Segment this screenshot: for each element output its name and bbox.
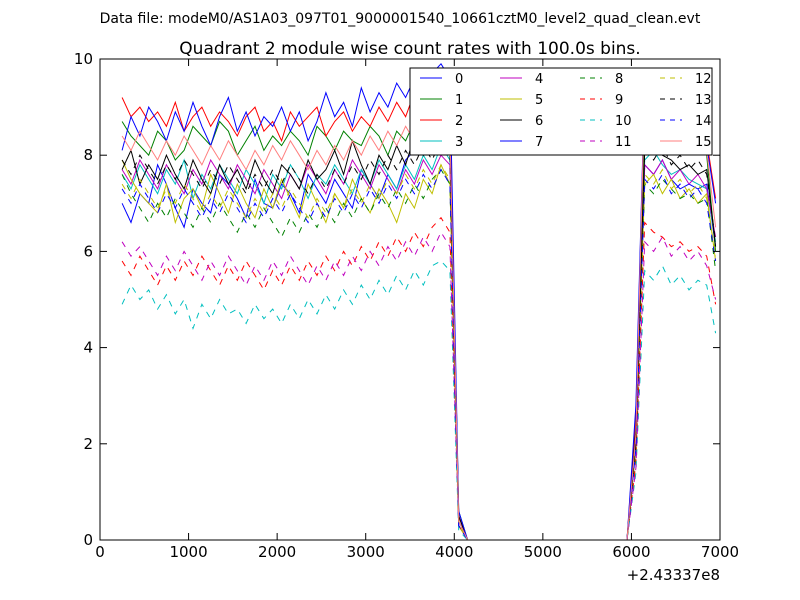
legend-label-7: 7 <box>535 135 543 150</box>
y-tick-label: 6 <box>83 242 93 260</box>
series-line-5 <box>121 159 717 540</box>
series-line-14 <box>121 168 717 540</box>
legend-label-3: 3 <box>455 135 463 150</box>
legend-label-10: 10 <box>615 114 632 129</box>
y-tick-label: 4 <box>83 339 93 357</box>
x-tick-label: 6000 <box>612 543 650 561</box>
legend-label-11: 11 <box>615 135 632 150</box>
legend-label-12: 12 <box>695 72 712 87</box>
x-tick-label: 4000 <box>435 543 473 561</box>
x-tick-label: 7000 <box>701 543 739 561</box>
x-tick-label: 2000 <box>258 543 296 561</box>
y-tick-label: 2 <box>83 435 93 453</box>
x-axis-offset-label: +2.43337e8 <box>627 566 720 584</box>
legend-label-2: 2 <box>455 114 463 129</box>
legend-label-0: 0 <box>455 72 463 87</box>
legend-label-6: 6 <box>535 114 543 129</box>
legend-label-8: 8 <box>615 72 623 87</box>
legend-label-15: 15 <box>695 135 712 150</box>
y-tick-label: 10 <box>74 50 93 68</box>
y-tick-label: 8 <box>83 146 93 164</box>
x-tick-label: 1000 <box>169 543 207 561</box>
series-line-10 <box>121 260 717 540</box>
legend-label-9: 9 <box>615 93 623 108</box>
x-tick-label: 3000 <box>347 543 385 561</box>
chart-title: Quadrant 2 module wise count rates with … <box>179 39 640 59</box>
series-line-12 <box>121 163 717 540</box>
series-line-4 <box>121 154 717 540</box>
y-tick-label: 0 <box>83 531 93 549</box>
legend-label-4: 4 <box>535 72 543 87</box>
x-tick-label: 5000 <box>524 543 562 561</box>
legend-label-13: 13 <box>695 93 712 108</box>
series-line-9 <box>121 216 717 540</box>
legend-label-14: 14 <box>695 114 712 129</box>
x-tick-label: 0 <box>95 543 105 561</box>
legend-label-1: 1 <box>455 93 463 108</box>
figure-suptitle: Data file: modeM0/AS1A03_097T01_90000015… <box>100 11 701 27</box>
plot-area-frame <box>99 58 721 541</box>
legend-label-5: 5 <box>535 93 543 108</box>
